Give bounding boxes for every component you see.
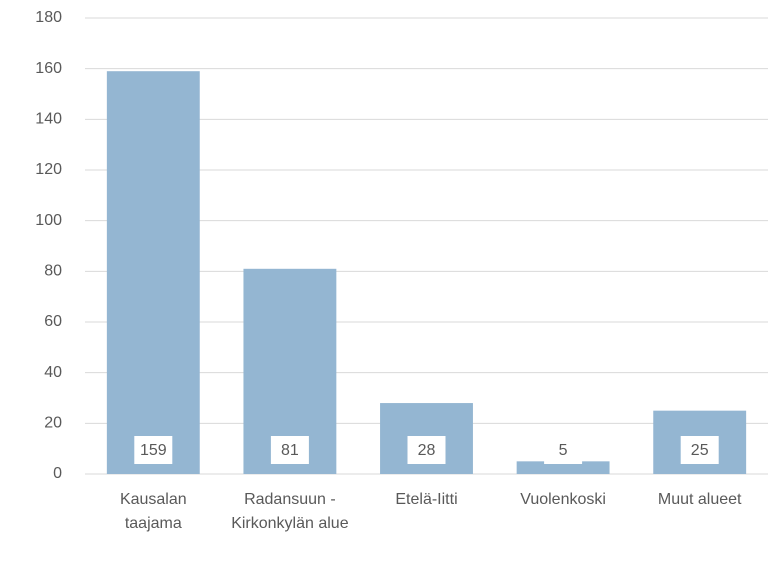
y-tick-label: 20 xyxy=(44,415,62,432)
data-label-box xyxy=(134,436,173,464)
data-label: 81 xyxy=(281,442,299,459)
y-tick-label: 60 xyxy=(44,313,62,330)
y-tick-label: 180 xyxy=(35,9,62,26)
data-label-box xyxy=(680,436,719,464)
x-tick-label: Muut alueet xyxy=(657,491,742,508)
y-tick-label: 100 xyxy=(35,212,62,229)
bar xyxy=(106,71,200,474)
data-label: 28 xyxy=(418,442,436,459)
y-tick-label: 160 xyxy=(35,60,62,77)
data-label: 5 xyxy=(559,442,568,459)
x-tick-label: Etelä-Iitti xyxy=(395,491,458,508)
data-label: 25 xyxy=(691,442,709,459)
y-tick-label: 120 xyxy=(35,161,62,178)
data-label-box xyxy=(407,436,446,464)
x-tick-label: Kausalan taajama xyxy=(119,491,187,532)
y-tick-label: 140 xyxy=(35,111,62,128)
data-label: 159 xyxy=(140,442,167,459)
data-label-box xyxy=(270,436,309,464)
y-tick-label: 0 xyxy=(53,465,62,482)
x-tick-label: Radansuun - Kirkonkylän alue xyxy=(231,491,349,532)
bar xyxy=(516,461,610,474)
x-tick-label: Vuolenkoski xyxy=(520,491,606,508)
y-tick-label: 80 xyxy=(44,263,62,280)
y-tick-label: 40 xyxy=(44,364,62,381)
data-label-box xyxy=(544,436,583,464)
